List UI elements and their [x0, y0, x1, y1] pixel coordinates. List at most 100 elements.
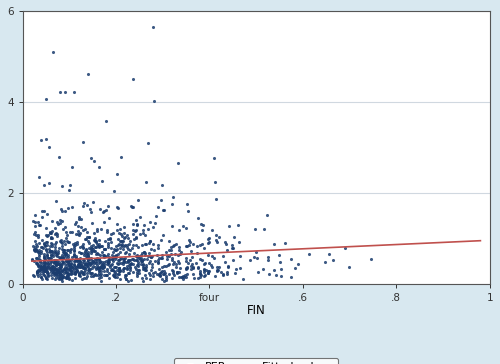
Point [189, 265, 197, 270]
Point [62, 273, 70, 278]
Point [119, 266, 127, 272]
Point [229, 257, 237, 262]
Point [116, 267, 124, 273]
Point [100, 268, 108, 273]
Point [246, 257, 254, 263]
Point [88, 265, 96, 271]
Point [162, 263, 170, 269]
Point [62, 258, 70, 264]
Point [56, 268, 64, 274]
Point [37, 268, 45, 274]
Point [222, 239, 230, 245]
Point [104, 260, 112, 266]
Point [156, 273, 164, 279]
Point [156, 270, 164, 276]
Point [174, 160, 182, 166]
Point [92, 251, 100, 257]
Point [38, 271, 46, 277]
Point [148, 264, 156, 270]
Point [52, 241, 60, 247]
Point [162, 277, 170, 283]
Point [77, 216, 85, 222]
Point [68, 230, 76, 236]
Point [43, 242, 51, 248]
Point [114, 271, 122, 277]
Point [88, 246, 96, 252]
Point [70, 241, 78, 247]
Point [122, 249, 130, 255]
Point [116, 268, 124, 274]
Point [74, 231, 82, 237]
Point [99, 210, 107, 215]
Point [196, 242, 203, 248]
Point [134, 269, 141, 275]
Point [56, 271, 64, 277]
Point [70, 244, 78, 249]
Point [52, 230, 60, 236]
Point [79, 227, 87, 233]
Point [211, 179, 219, 185]
Point [67, 270, 75, 276]
Point [146, 272, 154, 278]
Point [66, 265, 74, 271]
Point [60, 266, 68, 272]
Point [96, 256, 104, 262]
Point [102, 253, 110, 258]
Point [98, 261, 106, 267]
Point [68, 264, 76, 270]
Point [168, 261, 176, 266]
Point [70, 261, 78, 267]
Point [38, 265, 46, 271]
Point [68, 254, 76, 260]
Point [70, 253, 78, 258]
Point [182, 265, 190, 271]
Point [40, 264, 48, 269]
Point [170, 259, 178, 265]
Point [43, 252, 51, 258]
Point [64, 252, 72, 258]
X-axis label: FIN: FIN [247, 304, 266, 317]
Point [42, 246, 50, 252]
Point [30, 231, 38, 237]
Point [132, 222, 140, 228]
Point [157, 269, 165, 275]
Point [53, 232, 61, 237]
Point [40, 264, 48, 270]
Point [75, 214, 83, 220]
Point [52, 253, 60, 258]
Point [85, 234, 93, 240]
Point [81, 261, 89, 267]
Point [56, 220, 64, 226]
Point [132, 257, 140, 263]
Point [152, 258, 160, 264]
Point [46, 230, 54, 236]
Point [44, 265, 52, 271]
Point [32, 261, 40, 266]
Point [84, 257, 92, 263]
Point [78, 244, 86, 249]
Point [94, 164, 102, 170]
Point [55, 276, 63, 282]
Point [80, 272, 88, 277]
Point [80, 271, 88, 277]
Point [40, 243, 48, 249]
Point [62, 251, 70, 257]
Point [212, 267, 220, 273]
Point [292, 265, 300, 271]
Point [100, 264, 108, 269]
Point [58, 278, 66, 284]
Point [113, 221, 121, 227]
Point [147, 254, 155, 260]
Point [163, 257, 171, 262]
Point [142, 241, 150, 247]
Point [117, 242, 125, 248]
Point [114, 236, 122, 241]
Point [65, 187, 73, 193]
Point [200, 245, 207, 250]
Point [116, 230, 124, 236]
Point [120, 238, 128, 244]
Point [160, 268, 168, 274]
Point [125, 270, 133, 276]
Point [86, 261, 94, 266]
Point [170, 268, 177, 274]
